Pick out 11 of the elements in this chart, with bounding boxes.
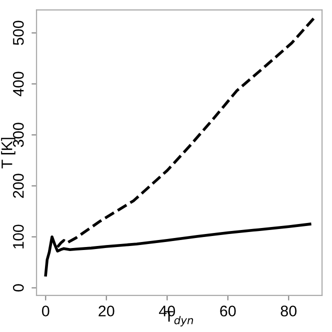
y-tick-label: 300 [12, 122, 24, 148]
x-tick-label: 60 [220, 306, 236, 316]
y-tick-label: 500 [12, 20, 24, 46]
y-axis-title: T [K] [1, 138, 16, 168]
y-tick-label: 100 [12, 224, 24, 248]
x-tick-label: 20 [98, 306, 114, 316]
x-tick-label: 80 [280, 306, 297, 316]
y-tick-label: 0 [12, 284, 24, 292]
x-tick-label: 0 [42, 306, 50, 316]
y-tick-label: 400 [12, 72, 24, 96]
y-tick-label: 200 [12, 174, 24, 198]
